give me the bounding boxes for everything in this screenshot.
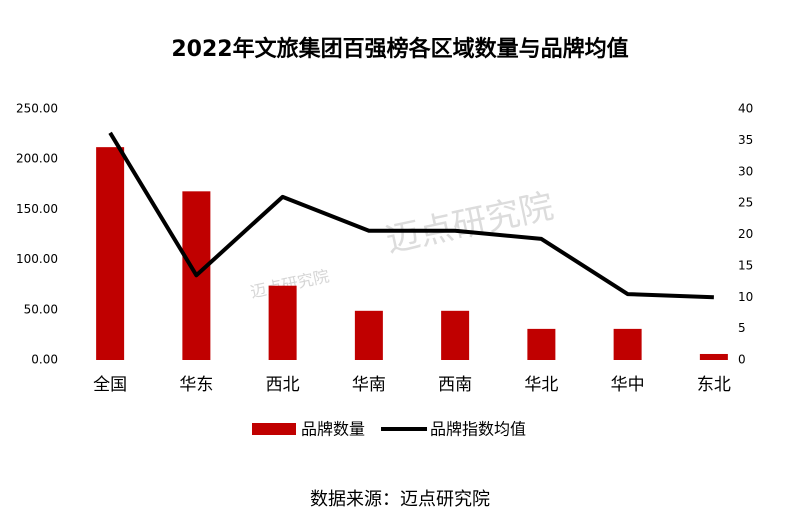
x-tick-label: 华南	[352, 375, 386, 395]
x-tick-label: 华东	[179, 375, 213, 395]
x-tick-label: 全国	[93, 375, 127, 395]
bar	[699, 353, 728, 360]
y-tick-label: 200.00	[16, 152, 58, 166]
y-tick-label: 100.00	[16, 252, 58, 266]
bar	[613, 328, 642, 360]
bar	[354, 310, 383, 360]
y2-tick-label: 0	[738, 353, 746, 367]
x-tick-label: 东北	[697, 375, 731, 395]
y-tick-label: 0.00	[31, 353, 58, 367]
y2-tick-label: 35	[738, 133, 753, 147]
legend-swatch	[252, 423, 296, 435]
y2-tick-label: 25	[738, 196, 753, 210]
y2-tick-label: 15	[738, 258, 753, 272]
y2-tick-label: 5	[738, 321, 746, 335]
y-tick-label: 250.00	[16, 102, 58, 116]
legend-label: 品牌指数均值	[430, 420, 526, 439]
chart-title: 2022年文旅集团百强榜各区域数量与品牌均值	[171, 36, 628, 62]
bar	[441, 310, 470, 360]
y-tick-label: 50.00	[24, 302, 58, 316]
legend-label: 品牌数量	[301, 420, 365, 439]
watermark: 迈点研究院	[382, 186, 557, 260]
source-note: 数据来源：迈点研究院	[310, 489, 490, 510]
y2-tick-label: 20	[738, 227, 753, 241]
bar	[96, 147, 125, 360]
y-tick-label: 150.00	[16, 202, 58, 216]
x-tick-label: 西北	[266, 375, 300, 395]
x-tick-label: 华北	[524, 375, 558, 395]
bar	[268, 285, 297, 360]
x-tick-label: 西南	[438, 375, 472, 395]
x-tick-label: 华中	[611, 375, 645, 395]
y2-tick-label: 30	[738, 164, 753, 178]
line	[108, 131, 714, 300]
y2-tick-label: 10	[738, 290, 753, 304]
y2-tick-label: 40	[738, 102, 753, 116]
bar	[527, 328, 556, 360]
